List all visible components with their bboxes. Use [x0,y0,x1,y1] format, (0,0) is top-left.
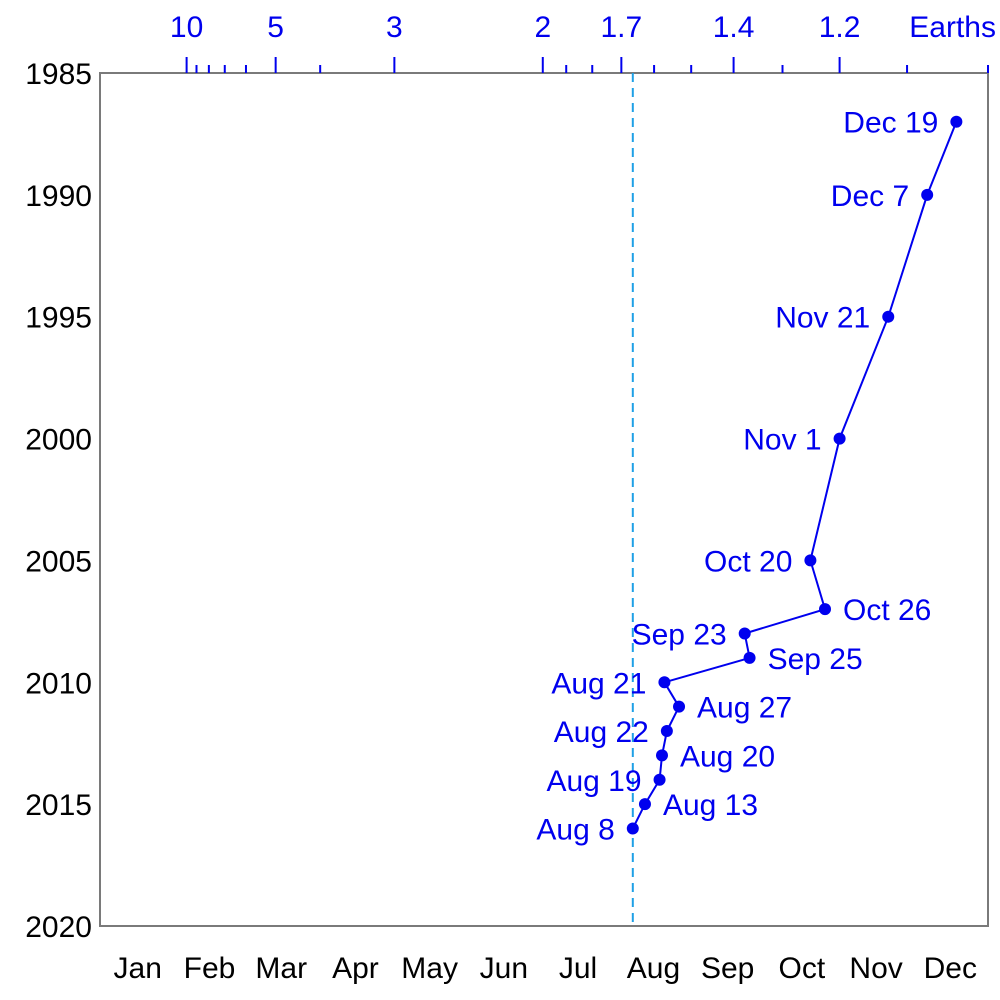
data-label: Aug 20 [680,740,775,773]
data-point [833,432,846,445]
data-label: Aug 22 [554,716,649,749]
month-tick-label: Feb [184,952,236,985]
month-tick-label: Mar [255,952,307,985]
data-point [653,773,666,786]
earths-tick-label: 3 [386,11,403,44]
data-point [626,822,639,835]
earths-tick-label: 1.7 [600,11,642,44]
top-earths-axis: 10 5 3 2 1.7 1.4 1.2 Earths [170,11,996,73]
plot-frame [99,72,989,927]
month-tick-label: May [401,952,458,985]
data-label: Oct 26 [843,594,931,627]
year-tick-label: 1995 [25,302,92,335]
month-tick-label: Nov [849,952,902,985]
data-point [658,676,671,689]
data-label: Dec 19 [843,107,938,140]
year-tick-label: 2020 [25,911,92,944]
data-point [950,115,963,128]
data-label: Sep 23 [632,619,727,652]
data-point [882,310,895,323]
year-tick-label: 1985 [25,58,92,91]
earths-unit-label: Earths [909,11,996,44]
data-label: Aug 13 [663,789,758,822]
year-tick-label: 2015 [25,789,92,822]
year-tick-label: 2010 [25,667,92,700]
data-label: Nov 1 [743,424,821,457]
data-point [660,725,673,738]
series-polyline [631,121,958,829]
data-point [804,554,817,567]
series-line [631,121,958,829]
earths-tick-label: 2 [534,11,551,44]
left-year-axis: 1985 1990 1995 2000 2005 2010 2015 2020 [25,58,92,944]
earths-tick-label: 1.4 [713,11,755,44]
year-tick-label: 2005 [25,545,92,578]
year-tick-label: 2000 [25,424,92,457]
data-label: Dec 7 [831,180,909,213]
year-tick-label: 1990 [25,180,92,213]
earths-tick-label: 1.2 [819,11,861,44]
month-tick-label: Jan [114,952,162,985]
data-label: Aug 19 [546,765,641,798]
month-tick-label: Oct [779,952,826,985]
data-point [673,700,686,713]
earths-tick-label: 10 [170,11,203,44]
data-label: Aug 8 [536,814,614,847]
data-point [743,651,756,664]
bottom-month-axis: Jan Feb Mar Apr May Jun Jul Aug Sep Oct Nov Dec [114,952,977,985]
data-label: Sep 25 [768,643,863,676]
month-tick-label: Sep [701,952,754,985]
data-label: Nov 21 [775,302,870,335]
month-tick-label: Aug [627,952,680,985]
month-tick-label: Jun [480,952,528,985]
data-point [738,627,751,640]
data-point [818,603,831,616]
data-label: Aug 21 [551,667,646,700]
month-tick-label: Apr [332,952,379,985]
data-point [638,798,651,811]
data-points [626,115,963,835]
data-labels: Dec 19 Dec 7 Nov 21 Nov 1 Oct 20 Oct 26 Sep 23… [536,107,938,847]
data-point [655,749,668,762]
data-label: Oct 20 [704,545,792,578]
earths-tick-label: 5 [267,11,284,44]
data-point [921,188,934,201]
month-tick-label: Dec [924,952,977,985]
data-label: Aug 27 [697,692,792,725]
month-tick-label: Jul [559,952,597,985]
